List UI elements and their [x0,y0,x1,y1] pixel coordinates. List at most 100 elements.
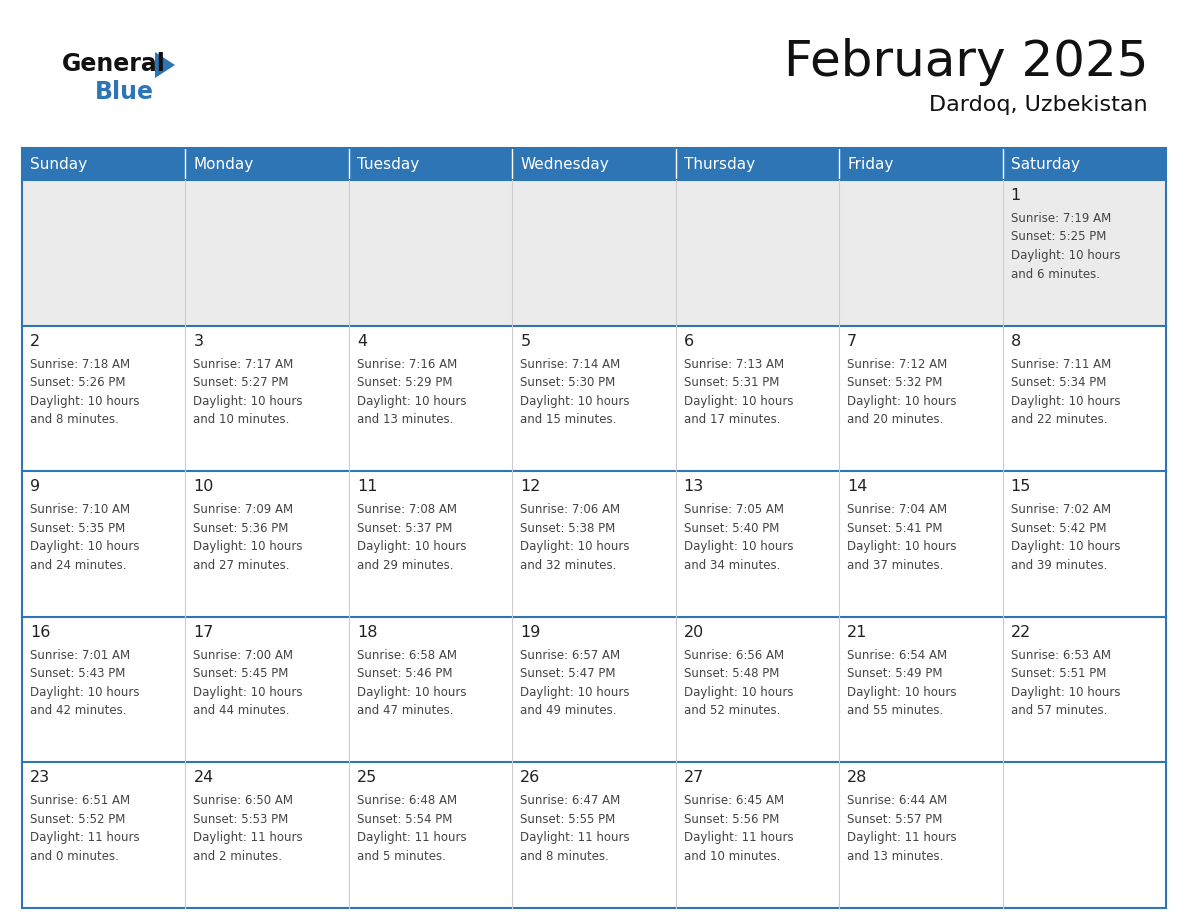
Text: Sunrise: 7:08 AM: Sunrise: 7:08 AM [356,503,457,516]
Text: 4: 4 [356,333,367,349]
Text: Sunrise: 7:06 AM: Sunrise: 7:06 AM [520,503,620,516]
Text: Daylight: 11 hours: Daylight: 11 hours [684,832,794,845]
Text: Sunset: 5:48 PM: Sunset: 5:48 PM [684,667,779,680]
Bar [1003,763,1165,908]
Bar [23,471,185,617]
Text: Daylight: 10 hours: Daylight: 10 hours [847,540,956,554]
Text: 14: 14 [847,479,867,494]
Text: Dardoq, Uzbekistan: Dardoq, Uzbekistan [929,95,1148,115]
Text: Sunrise: 7:14 AM: Sunrise: 7:14 AM [520,358,620,371]
Text: and 6 minutes.: and 6 minutes. [1011,267,1100,281]
Text: Sunset: 5:57 PM: Sunset: 5:57 PM [847,813,942,826]
Bar [349,763,512,908]
Text: Sunrise: 6:51 AM: Sunrise: 6:51 AM [30,794,131,808]
Polygon shape [154,52,175,78]
Text: and 13 minutes.: and 13 minutes. [356,413,454,426]
Text: and 20 minutes.: and 20 minutes. [847,413,943,426]
Text: 16: 16 [30,625,50,640]
Bar [349,148,512,180]
Text: 19: 19 [520,625,541,640]
Bar [839,471,1003,617]
Bar [512,148,676,180]
Text: and 13 minutes.: and 13 minutes. [847,850,943,863]
Text: Sunrise: 6:56 AM: Sunrise: 6:56 AM [684,649,784,662]
Bar [512,180,676,326]
Bar [512,326,676,471]
Text: Daylight: 10 hours: Daylight: 10 hours [356,540,467,554]
Text: Sunrise: 6:47 AM: Sunrise: 6:47 AM [520,794,620,808]
Text: Thursday: Thursday [684,156,754,172]
Bar [839,326,1003,471]
Text: Tuesday: Tuesday [356,156,419,172]
Text: Sunset: 5:29 PM: Sunset: 5:29 PM [356,376,453,389]
Text: Sunset: 5:41 PM: Sunset: 5:41 PM [847,521,942,534]
Bar [23,763,185,908]
Text: and 32 minutes.: and 32 minutes. [520,559,617,572]
Bar [839,763,1003,908]
Bar [349,617,512,763]
Text: 24: 24 [194,770,214,786]
Text: and 15 minutes.: and 15 minutes. [520,413,617,426]
Text: Daylight: 10 hours: Daylight: 10 hours [520,395,630,408]
Text: Monday: Monday [194,156,254,172]
Text: Daylight: 10 hours: Daylight: 10 hours [684,686,794,699]
Bar [185,326,349,471]
Text: 7: 7 [847,333,858,349]
Text: Sunrise: 7:01 AM: Sunrise: 7:01 AM [30,649,131,662]
Text: 12: 12 [520,479,541,494]
Bar [676,471,839,617]
Text: Sunset: 5:54 PM: Sunset: 5:54 PM [356,813,453,826]
Text: Sunrise: 7:11 AM: Sunrise: 7:11 AM [1011,358,1111,371]
Text: Sunset: 5:31 PM: Sunset: 5:31 PM [684,376,779,389]
Text: Daylight: 10 hours: Daylight: 10 hours [520,540,630,554]
Bar [676,180,839,326]
Text: Sunrise: 7:00 AM: Sunrise: 7:00 AM [194,649,293,662]
Text: Sunrise: 6:54 AM: Sunrise: 6:54 AM [847,649,947,662]
Text: Sunrise: 7:13 AM: Sunrise: 7:13 AM [684,358,784,371]
Text: Daylight: 10 hours: Daylight: 10 hours [194,395,303,408]
Text: and 47 minutes.: and 47 minutes. [356,704,454,717]
Text: and 29 minutes.: and 29 minutes. [356,559,454,572]
Text: 15: 15 [1011,479,1031,494]
Text: Sunset: 5:34 PM: Sunset: 5:34 PM [1011,376,1106,389]
Text: 20: 20 [684,625,704,640]
Bar [185,617,349,763]
Text: and 57 minutes.: and 57 minutes. [1011,704,1107,717]
Text: Daylight: 10 hours: Daylight: 10 hours [356,686,467,699]
Text: Daylight: 11 hours: Daylight: 11 hours [520,832,630,845]
Text: Daylight: 10 hours: Daylight: 10 hours [684,395,794,408]
Text: 8: 8 [1011,333,1020,349]
Bar [512,763,676,908]
Text: and 55 minutes.: and 55 minutes. [847,704,943,717]
Text: Daylight: 10 hours: Daylight: 10 hours [30,395,139,408]
Text: Daylight: 10 hours: Daylight: 10 hours [684,540,794,554]
Bar [23,148,185,180]
Text: Saturday: Saturday [1011,156,1080,172]
Text: Daylight: 10 hours: Daylight: 10 hours [847,686,956,699]
Text: Sunrise: 6:45 AM: Sunrise: 6:45 AM [684,794,784,808]
Text: and 24 minutes.: and 24 minutes. [30,559,126,572]
Text: Sunrise: 7:19 AM: Sunrise: 7:19 AM [1011,212,1111,225]
Bar [1003,326,1165,471]
Text: Sunrise: 7:12 AM: Sunrise: 7:12 AM [847,358,947,371]
Text: and 42 minutes.: and 42 minutes. [30,704,126,717]
Text: Sunset: 5:38 PM: Sunset: 5:38 PM [520,521,615,534]
Text: and 44 minutes.: and 44 minutes. [194,704,290,717]
Bar [1003,471,1165,617]
Text: and 37 minutes.: and 37 minutes. [847,559,943,572]
Text: Daylight: 11 hours: Daylight: 11 hours [356,832,467,845]
Text: 18: 18 [356,625,378,640]
Text: and 49 minutes.: and 49 minutes. [520,704,617,717]
Text: 3: 3 [194,333,203,349]
Text: 26: 26 [520,770,541,786]
Text: Daylight: 10 hours: Daylight: 10 hours [1011,540,1120,554]
Bar [839,617,1003,763]
Bar [1003,617,1165,763]
Text: Sunrise: 6:53 AM: Sunrise: 6:53 AM [1011,649,1111,662]
Text: Sunrise: 6:48 AM: Sunrise: 6:48 AM [356,794,457,808]
Text: 5: 5 [520,333,530,349]
Text: Sunset: 5:40 PM: Sunset: 5:40 PM [684,521,779,534]
Text: Daylight: 10 hours: Daylight: 10 hours [30,686,139,699]
Text: Friday: Friday [847,156,893,172]
Text: Sunset: 5:25 PM: Sunset: 5:25 PM [1011,230,1106,243]
